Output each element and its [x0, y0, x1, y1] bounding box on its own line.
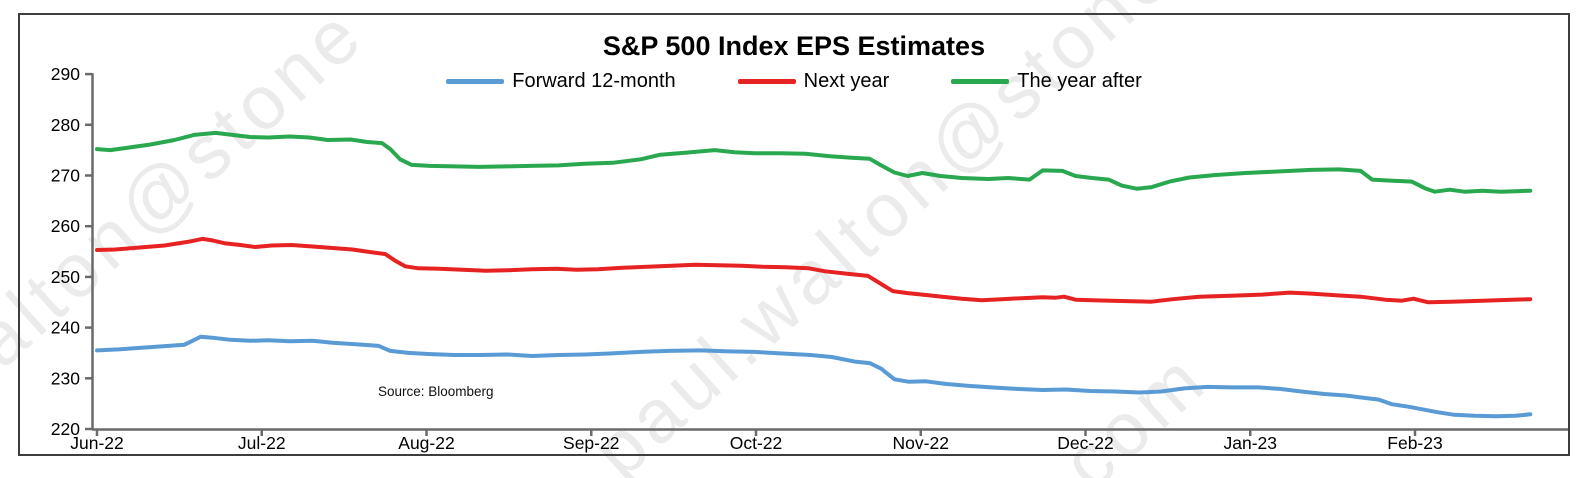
legend-item-next-year: Next year — [737, 70, 890, 93]
x-tick-label: Oct-22 — [730, 433, 783, 453]
x-tick-label: Feb-23 — [1387, 433, 1442, 453]
x-tick-label: Sep-22 — [563, 433, 619, 453]
x-tick-label: Aug-22 — [398, 433, 454, 453]
chart-title: S&P 500 Index EPS Estimates — [602, 31, 986, 61]
legend-swatch-red — [737, 79, 796, 84]
x-tick-label: Jan-23 — [1223, 433, 1277, 453]
chart-frame — [18, 13, 1570, 456]
y-tick-label: 260 — [51, 216, 80, 236]
legend: Forward 12-month Next year The year afte… — [18, 70, 1570, 93]
series-line-2 — [95, 130, 1533, 194]
legend-item-year-after: The year after — [951, 70, 1142, 93]
legend-label: The year after — [1017, 70, 1142, 92]
y-tick-label: 240 — [51, 318, 80, 338]
y-tick-label: 290 — [51, 64, 80, 84]
legend-label: Next year — [803, 70, 890, 92]
series-line-0 — [95, 334, 1533, 419]
x-tick-label: Dec-22 — [1057, 433, 1113, 453]
source-note: Source: Bloomberg — [378, 384, 494, 399]
legend-swatch-green — [951, 79, 1010, 84]
y-tick-label: 250 — [51, 267, 80, 287]
legend-item-forward-12-month: Forward 12-month — [446, 70, 676, 93]
y-tick-label: 220 — [51, 419, 80, 439]
y-tick-label: 280 — [51, 115, 80, 135]
x-tick-label: Jun-22 — [70, 433, 124, 453]
y-tick-label: 230 — [51, 368, 80, 388]
x-tick-label: Jul-22 — [238, 433, 286, 453]
series-line-1 — [95, 236, 1533, 305]
legend-label: Forward 12-month — [512, 70, 676, 92]
legend-swatch-blue — [446, 79, 505, 84]
x-tick-label: Nov-22 — [893, 433, 949, 453]
y-tick-label: 270 — [51, 166, 80, 186]
